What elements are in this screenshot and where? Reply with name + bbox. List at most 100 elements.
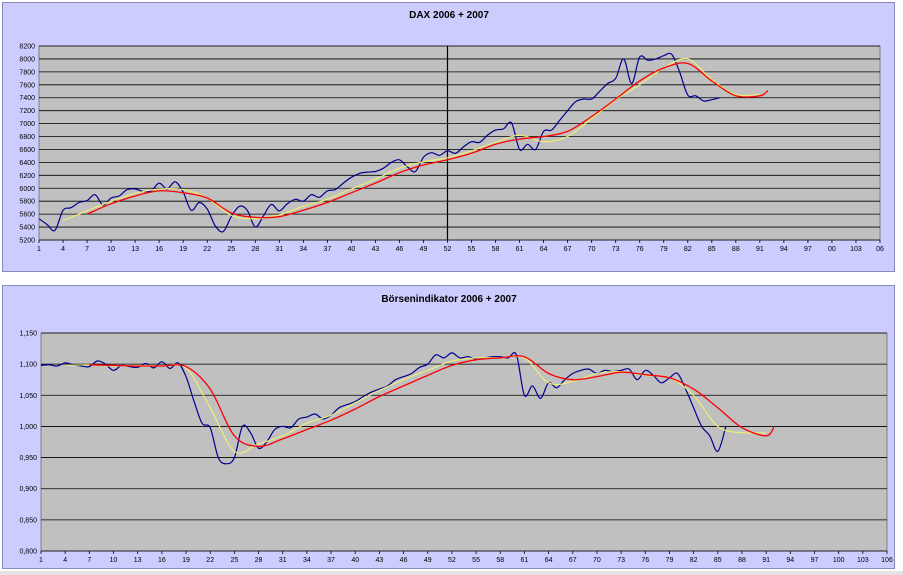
x-tick-label: 97	[804, 246, 812, 253]
y-tick-label: 8200	[19, 44, 35, 51]
x-tick-label: 103	[850, 246, 862, 253]
x-tick-label: 52	[448, 557, 456, 564]
x-tick-label: 73	[617, 557, 625, 564]
x-tick-label: 00	[828, 246, 836, 253]
y-tick-label: 6400	[19, 160, 35, 167]
x-tick-label: 82	[690, 557, 698, 564]
chart-title: DAX 2006 + 2007	[409, 10, 489, 21]
x-tick-label: 06	[876, 246, 884, 253]
x-tick-label: 16	[158, 557, 166, 564]
x-tick-label: 91	[756, 246, 764, 253]
x-tick-label: 22	[206, 557, 214, 564]
x-tick-label: 46	[400, 557, 408, 564]
x-tick-label: 19	[179, 246, 187, 253]
x-tick-label: 67	[564, 246, 572, 253]
y-tick-label: 7000	[19, 121, 35, 128]
x-tick-label: 37	[327, 557, 335, 564]
y-tick-label: 1,150	[19, 331, 37, 338]
y-tick-label: 0,850	[19, 517, 37, 524]
y-tick-label: 0,900	[19, 486, 37, 493]
x-tick-label: 70	[588, 246, 596, 253]
window-bottom-strip	[0, 571, 903, 575]
x-tick-label: 79	[666, 557, 674, 564]
x-tick-label: 43	[376, 557, 384, 564]
y-tick-label: 5400	[19, 225, 35, 232]
y-tick-label: 1,000	[19, 424, 37, 431]
x-tick-label: 88	[732, 246, 740, 253]
x-tick-label: 64	[545, 557, 553, 564]
x-tick-label: 103	[857, 557, 869, 564]
x-tick-label: 64	[540, 246, 548, 253]
x-tick-label: 10	[107, 246, 115, 253]
x-tick-label: 97	[811, 557, 819, 564]
x-tick-label: 31	[279, 557, 287, 564]
x-tick-label: 58	[496, 557, 504, 564]
x-tick-label: 88	[738, 557, 746, 564]
dax-chart-panel: DAX 2006 + 2007 8200 8000 7800 7600 7 4 00 7200…	[2, 2, 895, 272]
chart-title: Börsenindikator 2006 + 2007	[381, 294, 517, 305]
x-tick-label: 7	[85, 246, 89, 253]
y-tick-label: 0,950	[19, 455, 37, 462]
x-tick-label: 31	[275, 246, 283, 253]
x-tick-label: 19	[182, 557, 190, 564]
x-tick-label: 49	[424, 557, 432, 564]
y-tick-label: 0,800	[19, 549, 37, 556]
x-tick-label: 37	[323, 246, 331, 253]
x-tick-label: 91	[762, 557, 770, 564]
y-tick-label: 5600	[19, 212, 35, 219]
x-tick-label: 61	[516, 246, 524, 253]
y-tick-label: 7600	[19, 82, 35, 89]
x-tick-label: 4	[63, 557, 67, 564]
x-tick-label: 70	[593, 557, 601, 564]
x-tick-label: 43	[372, 246, 380, 253]
y-tick-label: 1,100	[19, 362, 37, 369]
x-tick-label: 82	[684, 246, 692, 253]
x-tick-label: 55	[472, 557, 480, 564]
x-tick-label: 1	[39, 557, 43, 564]
x-tick-label: 13	[134, 557, 142, 564]
y-tick-label: 6800	[19, 134, 35, 141]
series-line-3	[86, 62, 769, 219]
x-tick-label: 100	[833, 557, 845, 564]
series-line-3	[89, 355, 775, 448]
y-tick-label: 1,050	[19, 393, 37, 400]
y-tick-label: 7200	[19, 108, 35, 115]
x-tick-label: 40	[347, 246, 355, 253]
x-tick-label: 28	[251, 246, 259, 253]
x-tick-label: 4	[61, 246, 65, 253]
x-tick-label: 40	[351, 557, 359, 564]
x-tick-label: 46	[396, 246, 404, 253]
x-tick-label: 16	[155, 246, 163, 253]
x-tick-label: 58	[492, 246, 500, 253]
plot-area	[38, 45, 881, 241]
series-line-1	[39, 52, 720, 233]
x-tick-label: 1	[37, 246, 41, 253]
x-tick-label: 106	[881, 557, 893, 564]
x-tick-label: 49	[420, 246, 428, 253]
x-tick-label: 34	[299, 246, 307, 253]
x-tick-label: 85	[714, 557, 722, 564]
x-tick-label: 55	[468, 246, 476, 253]
x-tick-label: 73	[612, 246, 620, 253]
series-line-2	[62, 58, 760, 222]
x-tick-label: 25	[230, 557, 238, 564]
x-tick-label: 52	[444, 246, 452, 253]
y-tick-label: 7800	[19, 69, 35, 76]
y-tick-label: 5800	[19, 199, 35, 206]
x-tick-label: 94	[780, 246, 788, 253]
dax-chart: DAX 2006 + 2007 8200 8000 7800 7600 7 4 00 7200…	[19, 10, 884, 253]
y-tick-label: 6000	[19, 186, 35, 193]
x-tick-label: 13	[131, 246, 139, 253]
x-tick-label: 34	[303, 557, 311, 564]
x-tick-label: 94	[786, 557, 794, 564]
x-tick-label: 7	[87, 557, 91, 564]
x-tick-label: 61	[521, 557, 529, 564]
x-tick-label: 76	[636, 246, 644, 253]
x-tick-label: 79	[660, 246, 668, 253]
y-tick-label: 8000	[19, 56, 35, 63]
y-tick-label: 6600	[19, 147, 35, 154]
x-tick-label: 25	[227, 246, 235, 253]
y-tick-label: 6200	[19, 173, 35, 180]
x-tick-label: 22	[203, 246, 211, 253]
x-tick-label: 10	[110, 557, 118, 564]
